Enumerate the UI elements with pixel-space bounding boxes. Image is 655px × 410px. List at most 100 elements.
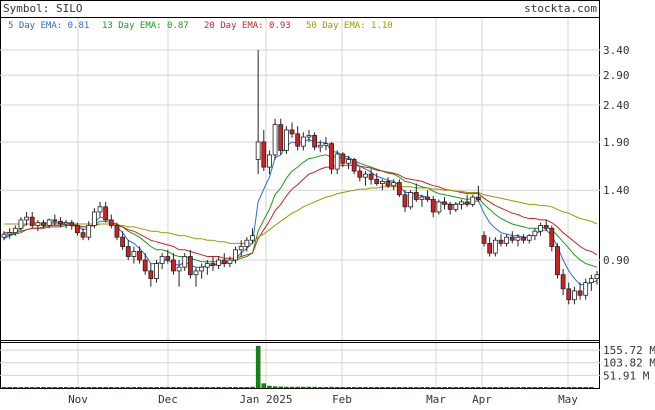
legend-entry: 20 Day EMA: 0.93: [204, 21, 291, 31]
candle: [334, 150, 340, 175]
candle: [216, 256, 222, 270]
month-label: Nov: [68, 393, 88, 406]
candle: [165, 249, 171, 264]
candle: [346, 155, 351, 170]
volume-bar: [154, 387, 159, 389]
candle: [453, 201, 459, 212]
price-tick-label: 2.90: [603, 69, 630, 82]
volume-bar: [63, 387, 69, 389]
candle: [86, 221, 92, 241]
ema-line-4: [4, 186, 598, 244]
volume-bar: [323, 387, 329, 389]
volume-bar: [250, 386, 255, 389]
candle: [363, 171, 368, 186]
volume-bar: [159, 387, 165, 389]
candle: [447, 201, 453, 215]
month-label: Feb: [332, 393, 352, 406]
month-label: Jan 2025: [240, 393, 293, 406]
volume-bar: [29, 387, 35, 389]
volume-bar: [425, 387, 430, 389]
candle: [396, 179, 402, 198]
volume-bar: [244, 387, 250, 389]
volume-bar: [351, 387, 357, 389]
volume-bar: [278, 386, 283, 389]
candle: [97, 201, 103, 218]
volume-bar: [380, 387, 385, 389]
volume-bar: [543, 387, 549, 389]
candle: [244, 237, 250, 252]
candle: [289, 122, 295, 138]
volume-bar: [447, 387, 453, 389]
volume-bar: [18, 387, 24, 389]
candle: [75, 222, 80, 236]
ema-line-1: [3, 138, 598, 286]
candle: [193, 267, 199, 287]
candle: [210, 256, 216, 271]
candle: [204, 260, 210, 275]
ema-line-2: [4, 154, 598, 268]
candle: [515, 234, 521, 247]
candle: [470, 194, 476, 207]
volume-bar: [238, 387, 244, 389]
candle: [1, 231, 7, 241]
volume-bar: [188, 387, 193, 389]
volume-bar: [52, 387, 58, 389]
volume-bar: [13, 387, 18, 389]
volume-bar: [397, 387, 402, 389]
candle: [555, 243, 560, 279]
candle: [125, 240, 131, 260]
volume-bar: [222, 387, 227, 389]
candle: [46, 218, 52, 229]
candle: [154, 260, 159, 283]
volume-bar: [216, 387, 221, 389]
volume-bar: [233, 387, 238, 389]
volume-bar: [137, 387, 142, 389]
volume-bar: [261, 383, 267, 389]
volume-bar: [103, 387, 108, 389]
volume-bar: [69, 387, 75, 389]
price-tick-label: 0.90: [603, 254, 630, 267]
volume-bar: [402, 387, 408, 389]
volume-bar: [318, 387, 323, 389]
legend: 5 Day EMA: 0.81 13 Day EMA: 0.87 20 Day EM…: [8, 21, 393, 31]
candle: [267, 150, 272, 175]
candle: [255, 50, 261, 175]
volume-bar: [589, 387, 594, 389]
candle: [379, 179, 385, 191]
volume-bar: [453, 387, 459, 389]
volume-bar: [555, 387, 560, 389]
candle: [577, 282, 583, 300]
volume-bar: [408, 387, 413, 389]
volume-bar: [510, 387, 515, 389]
volume-bar: [481, 387, 487, 389]
candle: [171, 253, 176, 275]
volume-bar: [346, 387, 351, 389]
candle: [18, 217, 24, 232]
volume-bar: [306, 386, 312, 389]
volume-bar: [284, 386, 289, 389]
candle: [340, 152, 346, 168]
price-tick-label: 3.40: [603, 44, 630, 57]
candle: [199, 263, 205, 279]
candle: [504, 234, 510, 247]
site-label: stockta.com: [524, 2, 597, 15]
volume-bar: [526, 387, 532, 389]
volume-bar: [493, 387, 498, 389]
symbol-label: Symbol: SILO: [3, 2, 82, 15]
volume-bar: [566, 387, 572, 389]
candle: [594, 270, 600, 285]
volume-bar: [442, 387, 447, 389]
candle: [425, 190, 430, 202]
candle: [419, 194, 425, 207]
volume-bar: [227, 387, 233, 389]
candle: [176, 260, 182, 287]
volume-bar: [464, 387, 470, 389]
volume-bar: [487, 387, 492, 389]
candle: [368, 169, 374, 185]
volume-bar: [272, 386, 278, 389]
candle: [588, 274, 594, 291]
candle: [351, 157, 357, 175]
candle: [12, 225, 18, 236]
